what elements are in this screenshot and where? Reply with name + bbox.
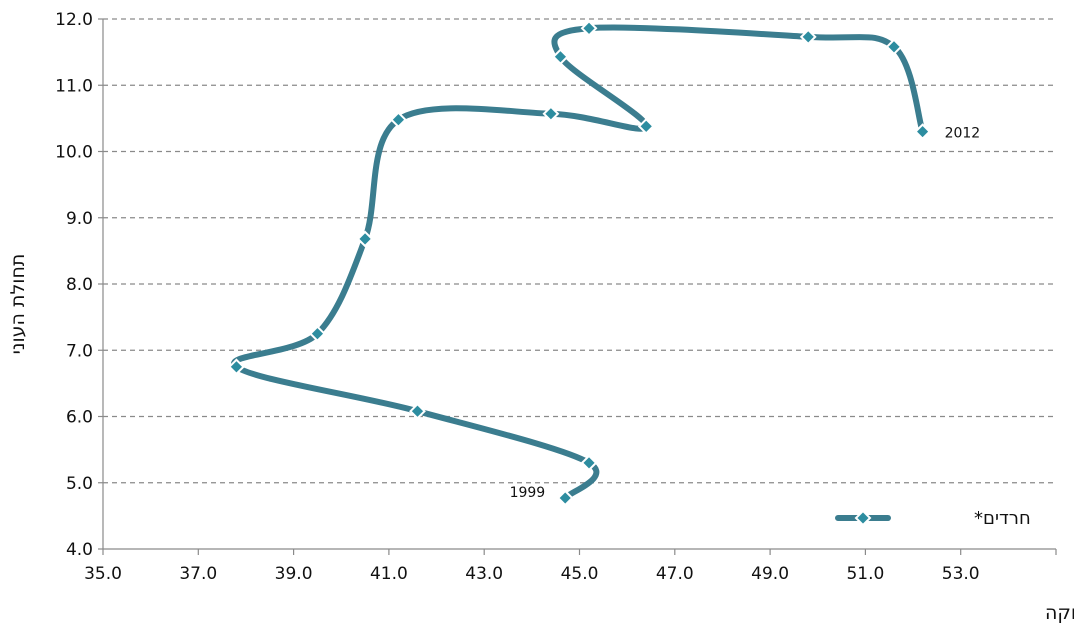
grid-layer bbox=[103, 18, 1056, 484]
y-tick-label: 10.0 bbox=[55, 143, 93, 163]
data-point-marker bbox=[914, 123, 931, 141]
legend-label: חרדים* bbox=[974, 508, 1031, 529]
x-tick-label: 35.0 bbox=[84, 564, 122, 584]
data-point-marker bbox=[542, 105, 560, 123]
series-line bbox=[231, 24, 926, 501]
data-point-marker bbox=[552, 48, 569, 66]
axis-layer: 4.0 5.0 6.0 7.0 8.0 9.0 10.0 11.0 12.0 35.0 37.0 39… bbox=[7, 10, 1074, 624]
data-point-marker bbox=[799, 28, 817, 46]
data-point-marker bbox=[580, 19, 598, 37]
year-annotation: 1999 bbox=[510, 485, 546, 501]
data-point-marker bbox=[228, 358, 245, 376]
x-tick-label: 43.0 bbox=[465, 564, 503, 584]
data-point-marker bbox=[309, 325, 326, 343]
x-tick-label: 51.0 bbox=[846, 564, 884, 584]
label-layer: 1999 2012 bbox=[510, 126, 981, 501]
y-axis-title: תחולת העוני bbox=[7, 254, 29, 355]
y-tick-label: 5.0 bbox=[66, 474, 93, 494]
data-point-marker bbox=[390, 111, 407, 129]
data-point-marker bbox=[637, 117, 655, 135]
y-tick-label: 7.0 bbox=[66, 341, 93, 361]
legend-diamond-icon bbox=[854, 509, 872, 527]
year-annotation: 2012 bbox=[945, 126, 981, 142]
x-axis-title: שיעור תעסוקה bbox=[1045, 602, 1074, 624]
data-point-marker bbox=[409, 402, 426, 420]
y-tick-label: 4.0 bbox=[66, 540, 93, 560]
x-tick-label: 37.0 bbox=[179, 564, 217, 584]
series-layer bbox=[228, 19, 931, 507]
y-tick-label: 12.0 bbox=[55, 10, 93, 30]
data-point-marker bbox=[556, 489, 574, 507]
y-tick-label: 8.0 bbox=[66, 275, 93, 295]
x-tick-label: 39.0 bbox=[275, 564, 313, 584]
data-point-marker bbox=[885, 38, 903, 56]
legend: חרדים* bbox=[835, 508, 1031, 529]
x-tick-label: 53.0 bbox=[942, 564, 980, 584]
y-tick-label: 6.0 bbox=[66, 408, 93, 428]
data-point-marker bbox=[580, 454, 598, 472]
x-tick-label: 41.0 bbox=[370, 564, 408, 584]
x-tick-label: 45.0 bbox=[561, 564, 599, 584]
y-tick-label: 9.0 bbox=[66, 209, 93, 229]
x-tick-label: 47.0 bbox=[656, 564, 694, 584]
x-tick-label: 49.0 bbox=[751, 564, 789, 584]
y-tick-label: 11.0 bbox=[55, 76, 93, 96]
data-point-marker bbox=[356, 230, 374, 248]
